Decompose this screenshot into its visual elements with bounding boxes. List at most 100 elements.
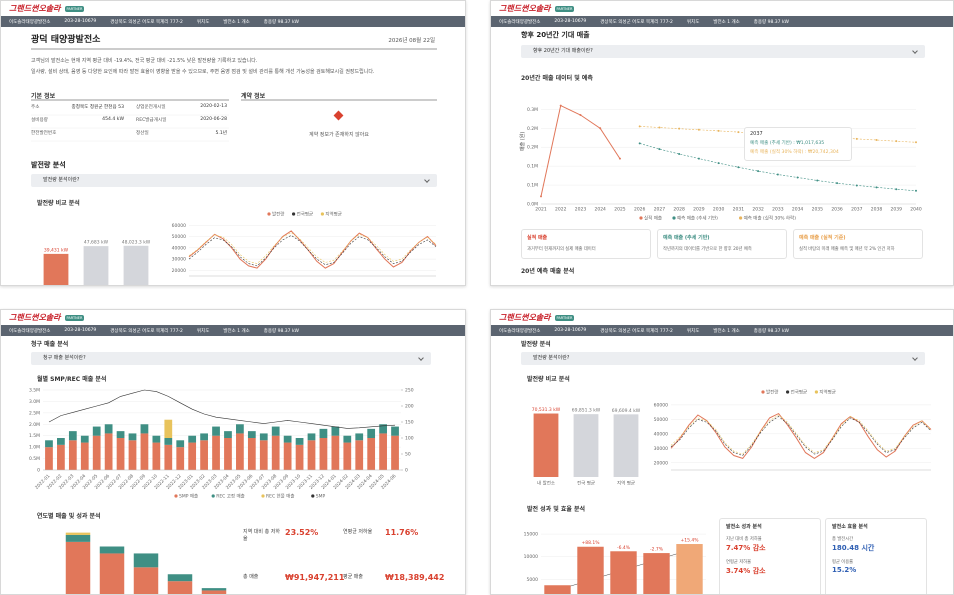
series-line: [670, 412, 932, 459]
title: 광덕 태양광발전소: [31, 35, 101, 45]
point: [895, 188, 898, 191]
row-label: 정산일: [136, 131, 149, 136]
x-tick-label: 2035: [812, 207, 824, 213]
row-value: 충청북도 청원군 한천읍 53: [71, 105, 125, 110]
canvas: 00.5M1.0M1.5M2.0M2.5M3.0M3.5M2022-012022…: [29, 388, 414, 594]
row-label: 상업운전개시일: [136, 105, 166, 110]
chart-title: 20년간 매출 데이터 및 예측: [521, 75, 593, 82]
section-title: 20년 예측 매출 분석: [521, 268, 575, 275]
info-item: 총용량 98.37 kW: [263, 328, 299, 334]
card-title: 예측 매출 (실적 기준): [799, 235, 846, 241]
question-toggle[interactable]: 발전량 분석이란?: [521, 352, 925, 365]
point: [875, 139, 878, 142]
card-item-label: 평균 이용률: [832, 560, 854, 565]
x-tick-label: 2031: [733, 207, 745, 213]
bar-segment: [391, 435, 399, 470]
x-tick-label: 2027: [654, 207, 666, 213]
card-title: 예측 매출 (추세 기반): [663, 235, 710, 241]
y-tick-label: 30000: [172, 257, 186, 263]
card-item-label: 지난 대비 총 저하율: [726, 537, 762, 542]
bar-segment: [379, 424, 387, 434]
bar-segment: [65, 534, 91, 542]
point: [697, 128, 700, 131]
canvas: 0.0M 0.1M 0.1M 0.2M 0.2M 0.3M 2021 2022 2023 2024…: [527, 104, 922, 222]
question-toggle[interactable]: 향후 20년간 기대 매출이란?: [521, 45, 925, 58]
section-title: 계약 정보: [241, 93, 266, 100]
x-tick-label: 2037: [851, 207, 863, 213]
y-tick-label: 0.5M: [29, 456, 40, 462]
legend-label: SMP 매출: [179, 493, 198, 500]
y-tick-label: 0.2M: [527, 126, 538, 132]
bar-segment: [133, 553, 159, 568]
y-tick-label: 50000: [654, 417, 668, 423]
stat-label: 총 매출: [243, 574, 259, 580]
badge: PARTNER: [64, 5, 85, 12]
growth-label: -6.4%: [617, 545, 631, 551]
bar-segment: [164, 419, 173, 438]
y-tick-label: 0.3M: [527, 107, 538, 113]
legend-label: 지역평균: [325, 211, 342, 218]
chart-title: 발전량 비교 분석: [37, 200, 80, 207]
badge: PARTNER: [554, 314, 575, 321]
brand: 그랜드썬오솔라: [499, 313, 551, 322]
legend-swatch: [761, 390, 765, 394]
x-tick-label: 지역 평균: [617, 480, 635, 487]
value-label: 69,851.3 kW: [572, 408, 601, 414]
value-label: 47,683 kW: [84, 240, 109, 246]
bar-segment: [45, 440, 53, 448]
point: [559, 104, 562, 107]
header: 그랜드썬오솔라 PARTNER 이도솔라태양광발전소 203-28-10679 경상북도…: [1, 1, 465, 27]
question-toggle[interactable]: 발전량 분석이란?: [31, 174, 437, 187]
question-toggle[interactable]: 청구 매출 분석이란?: [31, 352, 431, 365]
series-line: [48, 389, 396, 429]
legend-label: 전국평균: [297, 211, 314, 218]
bar-segment: [80, 442, 89, 470]
bar: [610, 551, 637, 594]
bar-segment: [331, 426, 340, 436]
value-label: 48,023.3 kW: [122, 239, 151, 245]
bar-segment: [355, 440, 364, 470]
y-tick-label: 3.5M: [29, 388, 40, 394]
bar-segment: [283, 442, 292, 470]
info-bar: 이도솔라태양광발전소 203-28-10679 경상북도 의성군 어도로 목계리 7…: [491, 16, 953, 27]
series-line: [188, 230, 437, 269]
point: [540, 195, 542, 198]
stat-value: ₩91,947,211: [285, 573, 345, 582]
bar-segment: [295, 438, 304, 445]
growth-label: +15.4%: [680, 538, 699, 544]
bar-segment: [200, 433, 208, 441]
point: [796, 176, 799, 179]
row-value: 5.1년: [215, 131, 227, 136]
bar-segment: [140, 424, 149, 434]
growth-label: -2.7%: [650, 547, 664, 553]
y-tick-label: 60000: [654, 402, 668, 408]
info-item: 발전소 1 개소: [223, 328, 250, 334]
x-tick-label: 2023: [575, 207, 587, 213]
row-label: 주소: [31, 105, 40, 110]
legend-label: 전국평균: [791, 389, 808, 396]
bar-segment: [295, 444, 304, 470]
point: [915, 189, 917, 192]
date: 2026년 08월 22일: [388, 38, 435, 44]
x-tick-label: 2033: [772, 207, 784, 213]
bar-segment: [367, 428, 376, 438]
legend-swatch: [672, 216, 676, 220]
section-title: 기본 정보: [31, 93, 56, 100]
row-value: 454.4 kW: [102, 117, 124, 122]
x-tick-label: 2034: [792, 207, 804, 213]
chart-title: 연도별 매출 및 성과 분석: [37, 513, 101, 520]
bar-segment: [367, 438, 376, 470]
y2-tick-label: 150: [405, 420, 414, 426]
legend-label: 발전량: [272, 211, 284, 218]
legend-label: REC 현물 매출: [266, 493, 295, 500]
bar-segment: [307, 433, 316, 441]
info-item: 발전소 1 개소: [223, 19, 250, 25]
legend-swatch: [786, 390, 790, 394]
desc: 일사량, 설비 상태, 음영 등 다양한 요인에 따라 발전 효율이 영향을 받…: [31, 69, 375, 75]
legend-swatch: [320, 212, 324, 216]
info-item: 위치도: [686, 19, 700, 25]
card-item-label: 연평균 저하율: [726, 560, 752, 565]
info-card: 예측 매출 (추세 기반) 작년까지의 데이터를 기반으로 한 향후 20년 예측: [657, 229, 787, 259]
x-tick-label: 전국 평균: [577, 480, 595, 487]
legend-label: 지역평균: [819, 389, 836, 396]
